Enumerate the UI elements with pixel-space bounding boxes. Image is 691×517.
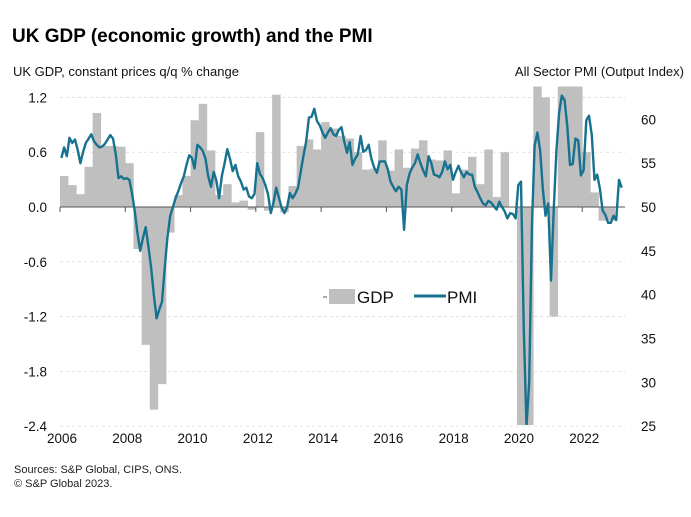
x-tick-label: 2020 xyxy=(504,431,534,446)
right-tick-label: 30 xyxy=(641,375,656,390)
gdp-bar xyxy=(84,166,93,207)
gdp-bar xyxy=(443,150,452,207)
gdp-bar xyxy=(549,207,559,317)
x-tick-label: 2022 xyxy=(569,431,599,446)
gdp-bar xyxy=(272,94,281,207)
gdp-bar xyxy=(247,207,257,210)
legend: GDP PMI xyxy=(323,288,477,307)
gdp-bar xyxy=(516,207,526,425)
sources-note: Sources: S&P Global, CIPS, ONS. xyxy=(14,464,182,476)
gdp-bar xyxy=(345,138,355,207)
left-tick-label: -2.4 xyxy=(24,419,48,434)
gdp-bar xyxy=(108,145,118,207)
right-tick-label: 25 xyxy=(641,419,656,434)
x-tick-label: 2016 xyxy=(373,431,403,446)
x-tick-label: 2010 xyxy=(178,431,208,446)
gdp-bar xyxy=(557,86,567,207)
gdp-bar xyxy=(60,175,69,207)
gdp-bar xyxy=(419,140,428,207)
gdp-bar xyxy=(361,169,371,207)
x-tick-label: 2012 xyxy=(243,431,273,446)
gdp-bar xyxy=(353,152,363,207)
pmi-series xyxy=(60,94,623,425)
gdp-bar xyxy=(378,140,387,207)
gdp-bar xyxy=(76,194,85,207)
left-tick-label: -1.2 xyxy=(24,310,47,325)
gdp-bar xyxy=(215,195,224,207)
gdp-bar xyxy=(264,207,273,211)
right-tick-label: 50 xyxy=(641,200,656,215)
gdp-bar xyxy=(92,112,102,207)
gdp-bar xyxy=(100,145,110,207)
gdp-bar xyxy=(174,195,183,207)
gdp-bar xyxy=(468,156,477,207)
right-tick-label: 60 xyxy=(641,112,656,127)
left-axis-label: UK GDP, constant prices q/q % change xyxy=(13,64,239,79)
gdp-bar xyxy=(484,149,493,207)
gdp-bar xyxy=(541,97,550,207)
left-tick-label: -1.8 xyxy=(24,364,47,379)
right-tick-label: 40 xyxy=(641,288,656,303)
gdp-bar xyxy=(394,149,404,207)
right-axis-label: All Sector PMI (Output Index) xyxy=(515,64,684,79)
gdp-bar xyxy=(582,152,591,207)
gdp-bar xyxy=(533,86,542,207)
gdp-bar xyxy=(370,168,379,207)
gdp-bar xyxy=(459,169,469,207)
gdp-bar xyxy=(329,128,338,207)
gdp-bar xyxy=(451,193,461,207)
gdp-bar xyxy=(500,152,510,207)
right-tick-label: 35 xyxy=(641,331,656,346)
gdp-bar xyxy=(606,207,616,221)
x-tick-label: 2006 xyxy=(47,431,77,446)
gdp-bar xyxy=(598,207,608,221)
gdp-bar xyxy=(337,135,346,207)
x-tick-label: 2014 xyxy=(308,431,339,446)
right-tick-label: 55 xyxy=(641,156,656,171)
gdp-bar xyxy=(312,149,322,207)
left-tick-label: 0.6 xyxy=(28,145,47,160)
pmi-line xyxy=(60,94,623,425)
x-tick-label: 2008 xyxy=(112,431,142,446)
gdp-bar xyxy=(206,150,216,207)
gdp-bar xyxy=(476,184,485,207)
legend-pmi-label: PMI xyxy=(447,288,477,307)
gdp-bar xyxy=(239,200,248,207)
left-tick-label: 0.0 xyxy=(28,200,47,215)
gdp-bar xyxy=(386,170,395,207)
right-axis: 60 55 50 45 40 35 30 25 xyxy=(641,112,656,434)
gdp-bar xyxy=(182,175,191,207)
gdp-bar xyxy=(590,192,599,207)
left-axis: 1.2 0.6 0.0 -0.6 -1.2 -1.8 -2.4 xyxy=(24,90,48,434)
copyright-note: © S&P Global 2023. xyxy=(14,478,112,490)
x-tick-label: 2018 xyxy=(439,431,469,446)
x-axis: 2006 2008 2010 2012 2014 2016 2018 2020 2022 xyxy=(47,207,599,446)
gdp-bar xyxy=(427,159,436,207)
left-tick-label: -0.6 xyxy=(24,255,47,270)
gdp-bar xyxy=(149,207,159,410)
gdp-bar xyxy=(304,139,314,207)
gdp-bar xyxy=(68,185,77,207)
legend-gdp-label: GDP xyxy=(357,288,394,307)
gdp-bar xyxy=(492,196,501,207)
gdp-bar xyxy=(321,122,330,207)
left-tick-label: 1.2 xyxy=(28,90,47,105)
gdp-bar xyxy=(223,184,232,207)
gdp-bar xyxy=(565,86,575,207)
chart-title: UK GDP (economic growth) and the PMI xyxy=(12,26,373,47)
gdp-bar xyxy=(435,160,444,207)
gdp-bar xyxy=(231,202,240,207)
right-tick-label: 45 xyxy=(641,244,656,259)
gdp-bar xyxy=(410,148,420,207)
gdp-bar xyxy=(198,103,208,207)
gdp-bar xyxy=(141,207,151,345)
legend-gdp-swatch xyxy=(329,289,355,304)
gdp-bar xyxy=(280,207,289,213)
